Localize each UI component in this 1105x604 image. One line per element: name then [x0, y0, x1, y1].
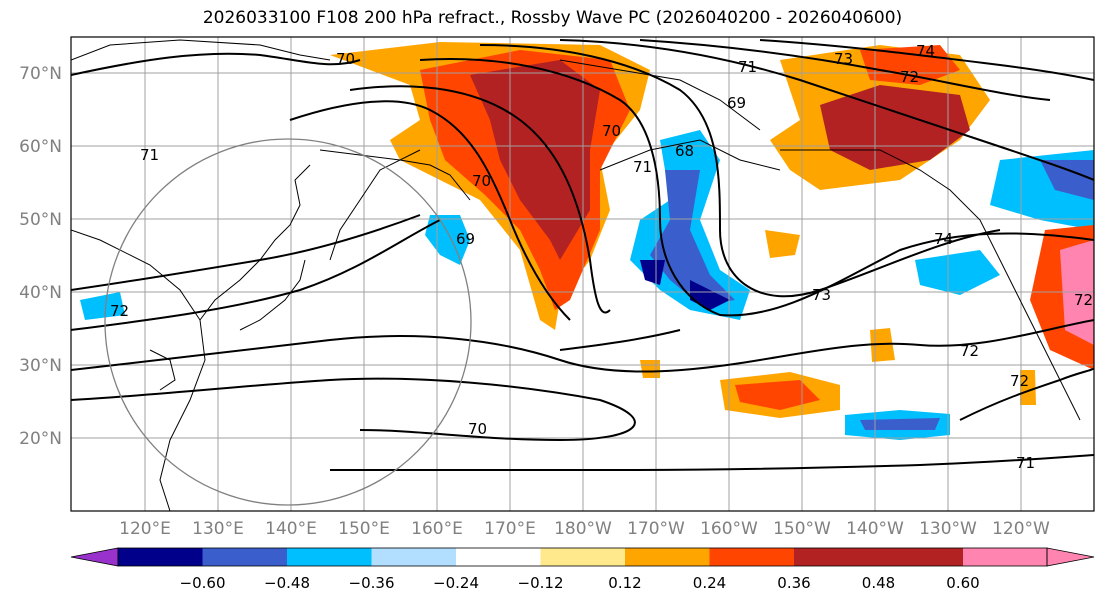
- latitude-labels: 70°N 60°N 50°N 40°N 30°N 20°N: [19, 64, 62, 449]
- colorbar-swatch: [202, 548, 287, 566]
- colorbar-tick-label: −0.60: [180, 574, 226, 592]
- longitude-labels: 120°E 130°E 140°E 150°E 160°E 170°E 180°…: [119, 519, 1050, 539]
- lon-label: 170°W: [627, 519, 685, 539]
- contour-label: 69: [456, 230, 475, 248]
- colorbar-swatch: [371, 548, 456, 566]
- lat-label: 20°N: [19, 429, 62, 449]
- contour-label: 70: [468, 420, 487, 438]
- colorbar-swatch: [794, 548, 879, 566]
- contour-label: 73: [834, 50, 853, 68]
- plot-border: [70, 36, 1095, 512]
- graticule: [71, 37, 1094, 511]
- lon-label: 120°W: [992, 519, 1050, 539]
- colorbar-swatch: [963, 548, 1047, 566]
- colorbar-extend-max: [1046, 547, 1095, 567]
- lon-label: 130°W: [919, 519, 977, 539]
- contours: [71, 39, 1094, 472]
- lat-label: 60°N: [19, 137, 62, 157]
- colorbar-tick-label: −0.24: [433, 574, 479, 592]
- contour-label: 68: [675, 142, 694, 160]
- contour-label: 72: [1074, 291, 1093, 309]
- colorbar-swatch: [625, 548, 710, 566]
- colorbar-tick-label: 0.12: [608, 574, 641, 592]
- contour-label: 71: [1016, 454, 1035, 472]
- contour-label: 72: [110, 302, 129, 320]
- lon-label: 140°E: [265, 519, 317, 539]
- lat-label: 70°N: [19, 64, 62, 84]
- contour-label: 70: [336, 50, 355, 68]
- lon-label: 130°E: [192, 519, 244, 539]
- contour-label: 71: [140, 146, 159, 164]
- contour-label: 70: [472, 172, 491, 190]
- lon-label: 160°E: [411, 519, 463, 539]
- lat-label: 50°N: [19, 210, 62, 230]
- lon-label: 180°W: [554, 519, 612, 539]
- colorbar-tick-label: −0.12: [518, 574, 564, 592]
- colorbar-extend-min: [70, 547, 119, 567]
- contour-label: 74: [916, 42, 935, 60]
- lon-label: 170°E: [484, 519, 536, 539]
- colorbar-tick-label: −0.48: [264, 574, 310, 592]
- map-title: 2026033100 F108 200 hPa refract., Rossby…: [202, 8, 903, 28]
- contour-labels: 70 71 69 73 74 72 70 68 71 70 69 74 73 7…: [110, 42, 1093, 472]
- contour-label: 73: [812, 286, 831, 304]
- lat-label: 40°N: [19, 283, 62, 303]
- contour-label: 72: [900, 68, 919, 86]
- lon-label: 150°W: [773, 519, 831, 539]
- colorbar: −0.60 −0.48 −0.36 −0.24 −0.12 0.12 0.24 …: [70, 547, 1095, 592]
- lat-label: 30°N: [19, 356, 62, 376]
- reference-circle: [104, 138, 472, 506]
- colorbar-swatch: [540, 548, 625, 566]
- colorbar-swatch: [287, 548, 372, 566]
- colorbar-tick-label: 0.36: [777, 574, 810, 592]
- contour-label: 72: [960, 342, 979, 360]
- contour-label: 71: [738, 58, 757, 76]
- lon-label: 120°E: [119, 519, 171, 539]
- contour-label: 69: [727, 94, 746, 112]
- colorbar-swatch: [456, 548, 541, 566]
- shaded-field: [80, 42, 1094, 440]
- contour-label: 70: [602, 122, 621, 140]
- lon-label: 150°E: [338, 519, 390, 539]
- contour-label: 72: [1010, 372, 1029, 390]
- colorbar-tick-label: −0.36: [349, 574, 395, 592]
- colorbar-tick-label: 0.60: [946, 574, 979, 592]
- colorbar-outline: [117, 547, 1048, 567]
- colorbar-swatch: [118, 548, 203, 566]
- contour-label: 71: [633, 158, 652, 176]
- colorbar-tick-label: 0.24: [693, 574, 726, 592]
- contour-label: 74: [934, 230, 953, 248]
- colorbar-swatch: [709, 548, 794, 566]
- lon-label: 160°W: [700, 519, 758, 539]
- colorbar-swatch: [878, 548, 963, 566]
- coastlines: [71, 39, 1081, 511]
- colorbar-tick-label: 0.48: [862, 574, 895, 592]
- lon-label: 140°W: [846, 519, 904, 539]
